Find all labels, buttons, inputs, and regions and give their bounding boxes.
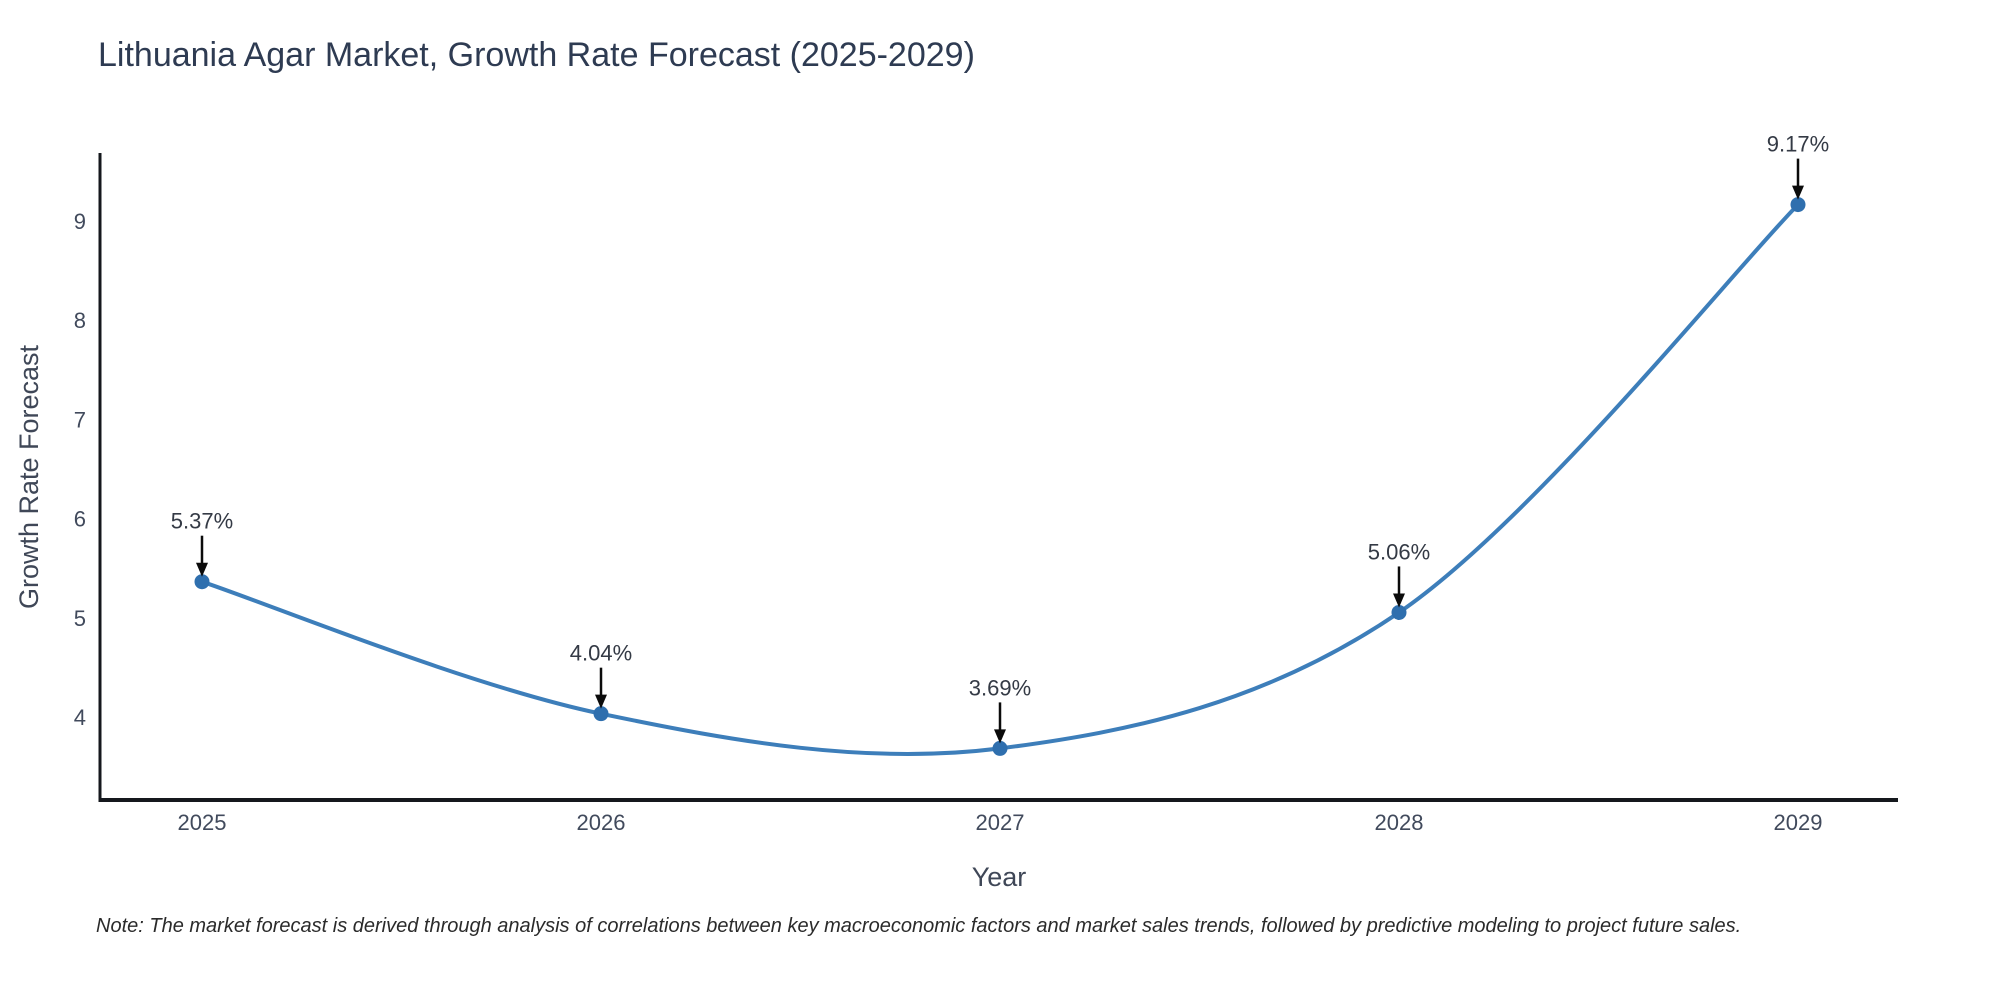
data-point-marker[interactable]	[593, 706, 609, 722]
point-annotations: 5.37% 4.04% 3.69% 5.06% 9.17%	[171, 132, 1829, 744]
y-axis-tick-labels: 4 5 6 7 8 9	[74, 209, 86, 730]
y-tick-label: 9	[74, 209, 86, 234]
annotation-arrowhead-icon	[595, 694, 607, 709]
y-tick-label: 4	[74, 705, 86, 730]
chart-title: Lithuania Agar Market, Growth Rate Forec…	[98, 36, 975, 74]
data-point-marker[interactable]	[194, 574, 210, 590]
y-tick-label: 8	[74, 308, 86, 333]
annotation-arrowhead-icon	[994, 729, 1006, 744]
y-tick-label: 6	[74, 507, 86, 532]
y-tick-label: 5	[74, 606, 86, 631]
annotation-label: 9.17%	[1767, 132, 1829, 157]
annotation-label: 5.06%	[1368, 539, 1430, 564]
x-tick-label: 2028	[1375, 810, 1424, 835]
x-axis-title: Year	[972, 862, 1027, 892]
annotation-arrowhead-icon	[1792, 185, 1804, 200]
annotation-label: 3.69%	[969, 675, 1031, 700]
x-axis-tick-labels: 2025 2026 2027 2028 2029	[178, 810, 1823, 835]
x-tick-label: 2027	[976, 810, 1025, 835]
data-series	[194, 197, 1806, 757]
x-tick-label: 2025	[178, 810, 227, 835]
annotation-arrowhead-icon	[1393, 593, 1405, 608]
footnote: Note: The market forecast is derived thr…	[96, 915, 1742, 937]
x-tick-label: 2026	[577, 810, 626, 835]
trend-line	[200, 202, 1800, 757]
data-point-marker[interactable]	[992, 740, 1008, 756]
data-point-marker[interactable]	[1391, 604, 1407, 620]
y-axis-title: Growth Rate Forecast	[14, 344, 44, 609]
x-tick-label: 2029	[1774, 810, 1823, 835]
annotation-arrowhead-icon	[196, 562, 208, 577]
annotation-label: 4.04%	[570, 641, 632, 666]
annotation-label: 5.37%	[171, 509, 233, 534]
y-tick-label: 7	[74, 407, 86, 432]
data-point-marker[interactable]	[1790, 197, 1806, 213]
